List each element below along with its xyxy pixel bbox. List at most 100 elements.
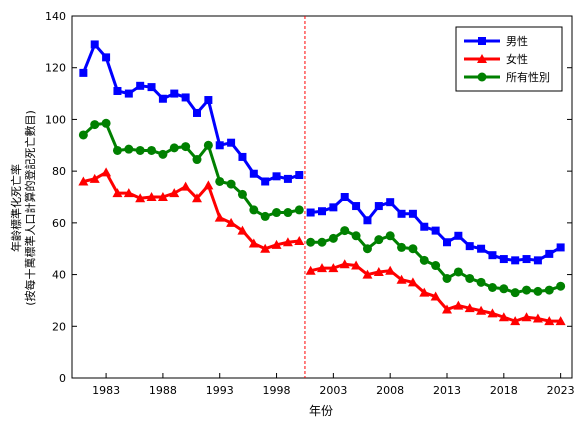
data-point (260, 211, 270, 221)
x-axis-label: 年份 (309, 404, 333, 418)
data-point (329, 203, 338, 212)
series-line (81, 42, 300, 183)
data-point (249, 169, 258, 178)
data-point (157, 192, 168, 201)
y-tick-label: 140 (45, 10, 66, 23)
data-point (454, 231, 463, 240)
data-point (488, 251, 497, 260)
data-point (328, 263, 339, 273)
legend-label: 所有性別 (506, 70, 550, 84)
x-tick-label: 1993 (206, 384, 234, 397)
data-point (420, 222, 429, 231)
data-point (317, 237, 327, 247)
x-tick-label: 2003 (319, 384, 347, 397)
data-point (385, 265, 396, 275)
data-point (203, 140, 213, 150)
data-point (351, 231, 361, 241)
data-point (532, 313, 543, 323)
legend-label: 男性 (506, 34, 528, 48)
legend-label: 女性 (506, 52, 528, 66)
data-point (340, 226, 350, 236)
data-point (158, 149, 168, 159)
data-point (431, 261, 441, 271)
data-point (351, 260, 362, 270)
data-point (193, 108, 201, 117)
data-point (101, 167, 112, 177)
data-point (180, 181, 191, 191)
data-point (385, 231, 395, 241)
data-point (306, 237, 316, 247)
data-point (407, 277, 418, 287)
data-point (294, 205, 304, 215)
legend-marker (478, 37, 486, 45)
data-point (78, 130, 88, 140)
y-tick-label: 120 (45, 62, 66, 75)
y-tick-label: 80 (52, 165, 66, 178)
data-point (215, 176, 225, 186)
data-point (78, 176, 89, 186)
data-point (408, 244, 418, 254)
data-point (499, 255, 508, 264)
data-point (272, 208, 282, 218)
data-point (101, 118, 111, 128)
legend-entry: 所有性別 (464, 70, 550, 84)
data-point (89, 173, 100, 183)
data-point (305, 265, 316, 275)
data-point (487, 308, 498, 318)
data-point (443, 238, 451, 247)
data-point (419, 255, 429, 265)
data-point (238, 152, 247, 161)
series-2 (78, 118, 566, 298)
legend-marker (477, 72, 487, 82)
data-point (510, 288, 520, 298)
data-point (374, 235, 384, 245)
data-point (90, 120, 100, 130)
data-point (556, 281, 566, 291)
data-point (430, 291, 441, 301)
data-point (521, 312, 532, 322)
legend-entry: 男性 (464, 34, 528, 48)
data-point (374, 202, 383, 211)
data-point (146, 192, 157, 201)
data-point (476, 277, 486, 287)
data-point (556, 243, 565, 252)
legend-marker (477, 54, 487, 63)
data-point (204, 96, 213, 105)
data-point (453, 300, 464, 310)
y-tick-label: 20 (52, 320, 66, 333)
data-point (272, 172, 281, 181)
y-tick-label: 0 (59, 372, 66, 385)
data-point (533, 256, 542, 265)
data-point (328, 233, 338, 243)
data-point (124, 144, 134, 154)
data-point (545, 249, 554, 258)
data-point (465, 242, 474, 251)
series-0 (79, 40, 565, 265)
data-point (226, 179, 236, 189)
data-point (113, 86, 122, 95)
data-point (215, 141, 224, 150)
data-point (522, 255, 531, 264)
x-tick-label: 1998 (263, 384, 291, 397)
data-point (442, 304, 452, 314)
data-point (544, 285, 554, 295)
data-point (203, 180, 214, 190)
data-point (397, 209, 406, 218)
y-tick-label: 60 (52, 217, 66, 230)
data-point (181, 142, 191, 152)
data-point (499, 284, 509, 294)
data-point (158, 94, 167, 103)
x-tick-label: 1988 (149, 384, 177, 397)
series-1 (78, 167, 566, 326)
data-point (555, 316, 566, 326)
data-point (102, 53, 111, 62)
data-point (147, 145, 157, 155)
data-point (373, 266, 384, 276)
data-point (317, 263, 327, 273)
data-point (442, 273, 452, 283)
data-point (498, 312, 509, 322)
data-point (227, 138, 236, 147)
data-point (419, 287, 430, 297)
data-point (318, 207, 326, 216)
